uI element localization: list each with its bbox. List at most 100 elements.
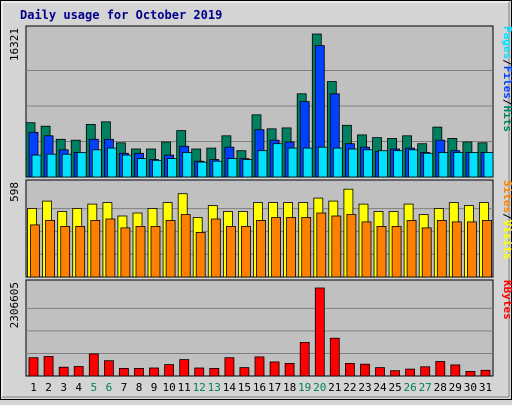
x-tick-label: 9 <box>151 381 158 394</box>
bar-kbytes-day-14 <box>224 357 235 377</box>
bar-kbytes-day-31 <box>480 369 491 377</box>
bar-kbytes-day-6 <box>104 360 114 377</box>
bar-pages-day-5 <box>91 149 102 178</box>
bar-kbytes-day-21 <box>329 337 340 377</box>
bar-kbytes-day-16 <box>254 356 265 377</box>
bar-kbytes-day-13 <box>209 367 220 377</box>
bar-kbytes-day-10 <box>164 364 175 377</box>
bar-kbytes-day-23 <box>360 363 370 377</box>
x-tick-label: 23 <box>358 381 371 394</box>
bar-sites-day-9 <box>150 225 161 278</box>
bar-sites-day-26 <box>406 219 417 278</box>
x-tick-label: 6 <box>106 381 113 394</box>
bar-sites-day-23 <box>361 221 372 278</box>
x-tick-label: 16 <box>253 381 266 394</box>
bar-sites-day-1 <box>30 224 40 278</box>
bar-kbytes-day-18 <box>284 362 295 377</box>
bar-kbytes-day-2 <box>43 356 54 377</box>
x-tick-label: 22 <box>343 381 356 394</box>
bar-sites-day-20 <box>316 212 327 278</box>
bar-sites-day-30 <box>466 221 477 278</box>
legend-text: Sites/Visits <box>501 180 512 260</box>
bar-sites-day-19 <box>301 217 312 278</box>
bar-pages-day-18 <box>287 147 298 178</box>
x-tick-label: 4 <box>75 381 82 394</box>
bar-sites-day-29 <box>451 221 462 278</box>
x-tick-label: 25 <box>388 381 401 394</box>
bar-sites-day-27 <box>421 227 432 278</box>
x-tick-label: 19 <box>298 381 311 394</box>
bar-pages-day-31 <box>483 152 494 178</box>
bar-sites-day-21 <box>331 215 342 278</box>
y-max-label: 2306605 <box>8 282 21 328</box>
bar-pages-day-22 <box>347 148 358 178</box>
bar-pages-day-21 <box>332 147 343 178</box>
bar-sites-day-17 <box>271 217 282 278</box>
bar-pages-day-23 <box>363 149 373 178</box>
bar-pages-day-16 <box>257 150 268 178</box>
bar-kbytes-day-19 <box>299 341 310 377</box>
bar-sites-day-16 <box>256 219 266 278</box>
bar-sites-day-10 <box>165 219 176 278</box>
bar-pages-day-27 <box>423 152 434 178</box>
x-tick-label: 29 <box>449 381 462 394</box>
chart-title: Daily usage for October 2019 <box>20 8 222 22</box>
bar-sites-day-8 <box>135 225 146 278</box>
bar-kbytes-day-12 <box>194 367 205 377</box>
x-tick-label: 15 <box>238 381 251 394</box>
panel-pages-files-hits: 16321 Pages/Files/Hits <box>8 25 512 178</box>
legend: Sites/Visits <box>501 180 512 260</box>
bar-pages-day-28 <box>438 152 449 178</box>
bar-pages-day-29 <box>453 152 464 178</box>
bar-kbytes-day-8 <box>134 367 144 377</box>
x-tick-label: 26 <box>403 381 416 394</box>
bar-kbytes-day-22 <box>344 362 355 377</box>
bar-sites-day-2 <box>45 219 55 278</box>
x-axis-ticks: 1 2 3 4 5 6 7 8 9 10 11 12 13 14 15 16 17 18 19 20 21 22 23 24 2… <box>30 381 492 394</box>
bar-pages-day-8 <box>137 158 147 178</box>
legend: Pages/Files/Hits <box>501 26 512 132</box>
bar-sites-day-31 <box>482 219 492 278</box>
x-tick-label: 14 <box>223 381 237 394</box>
legend-entry-visits: Visits <box>501 220 512 260</box>
series-sites <box>30 212 492 278</box>
x-tick-label: 7 <box>121 381 128 394</box>
x-tick-label: 27 <box>419 381 432 394</box>
bar-kbytes-day-24 <box>375 367 385 377</box>
bar-kbytes-day-7 <box>119 367 129 377</box>
bar-pages-day-17 <box>272 143 283 178</box>
x-tick-label: 30 <box>464 381 477 394</box>
bar-sites-day-7 <box>120 227 131 278</box>
legend-text: Pages/Files/Hits <box>501 26 512 132</box>
x-tick-label: 17 <box>268 381 281 394</box>
bar-sites-day-25 <box>391 225 402 278</box>
x-tick-label: 13 <box>208 381 221 394</box>
y-max-label: 16321 <box>8 28 21 61</box>
bar-pages-day-10 <box>167 158 178 178</box>
bar-kbytes-day-25 <box>390 370 401 377</box>
x-tick-label: 2 <box>45 381 52 394</box>
bar-kbytes-day-1 <box>28 357 39 377</box>
legend-separator: / <box>501 99 512 106</box>
bar-pages-day-13 <box>212 160 223 178</box>
bar-sites-day-28 <box>436 219 447 278</box>
legend: KBytes <box>501 280 512 320</box>
bar-pages-day-26 <box>408 149 419 178</box>
bar-kbytes-day-30 <box>465 370 476 377</box>
bar-pages-day-1 <box>31 154 42 178</box>
x-tick-label: 31 <box>479 381 492 394</box>
x-tick-label: 21 <box>328 381 341 394</box>
bar-sites-day-24 <box>376 225 387 278</box>
bar-pages-day-3 <box>61 153 72 178</box>
legend-entry-files: Files <box>501 66 512 99</box>
bar-kbytes-day-11 <box>179 359 190 377</box>
x-tick-label: 20 <box>313 381 326 394</box>
panels-layer: 16321Pages/Files/Hits598Sites/Visits2306… <box>8 25 512 377</box>
bar-kbytes-day-17 <box>269 361 280 377</box>
x-tick-label: 12 <box>193 381 206 394</box>
bar-sites-day-4 <box>75 225 86 278</box>
bar-pages-day-25 <box>393 150 404 178</box>
x-tick-label: 8 <box>136 381 143 394</box>
bar-sites-day-6 <box>105 218 116 278</box>
